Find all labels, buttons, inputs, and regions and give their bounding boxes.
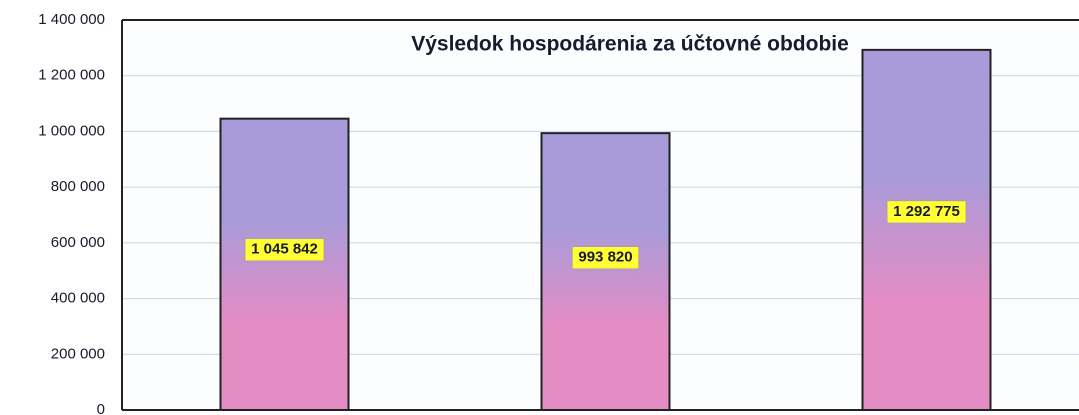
bar — [219, 117, 350, 412]
y-tick-label: 1 200 000 — [38, 67, 105, 84]
value-label: 1 292 775 — [893, 203, 960, 220]
value-label: 993 820 — [578, 249, 632, 266]
y-tick-label: 400 000 — [51, 290, 105, 307]
chart-title: Výsledok hospodárenia za účtovné obdobie — [411, 33, 849, 56]
y-tick-label: 0 — [97, 401, 105, 415]
bar — [861, 48, 992, 412]
y-tick-label: 1 000 000 — [38, 122, 105, 139]
value-label-bg — [572, 246, 639, 269]
y-tick-label: 200 000 — [51, 345, 105, 362]
value-label-bg — [886, 200, 967, 224]
bar — [540, 132, 671, 411]
y-tick-label: 600 000 — [51, 234, 105, 251]
value-label-bg — [244, 238, 325, 262]
y-tick-label: 800 000 — [51, 178, 105, 195]
value-label: 1 045 842 — [251, 241, 318, 258]
y-tick-label: 1 400 000 — [38, 11, 105, 28]
